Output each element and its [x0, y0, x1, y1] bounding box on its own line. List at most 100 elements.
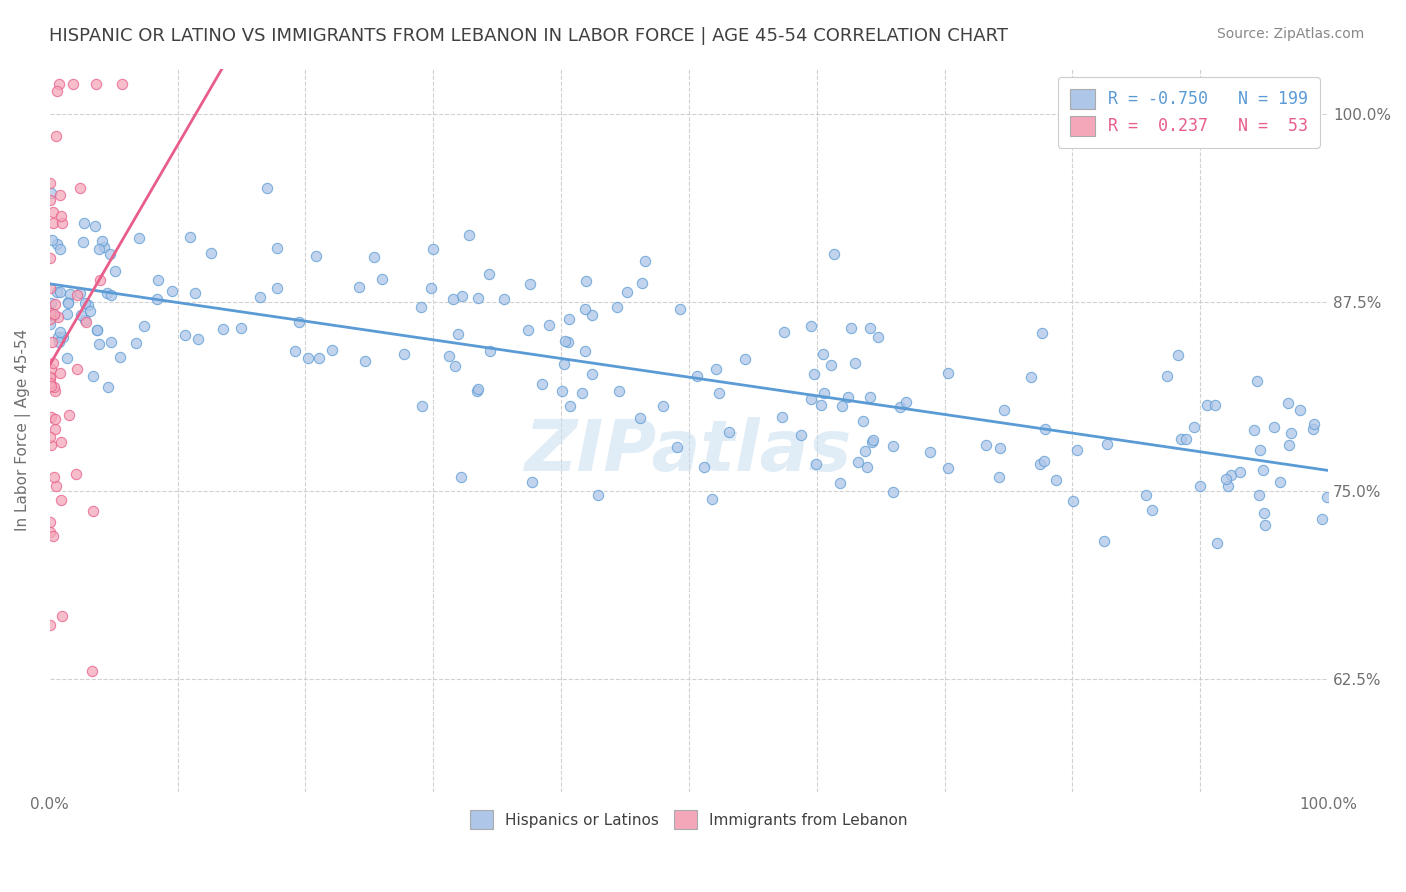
Point [800, 318, 823, 333]
Point [531, 376, 554, 391]
Point [83, 219, 105, 234]
Point [837, 390, 859, 404]
Point [1029, 458, 1052, 472]
Point [51, 435, 73, 450]
Point [537, 318, 560, 333]
Point [855, 459, 877, 474]
Point [420, 281, 443, 295]
Point [146, 293, 169, 307]
Point [69, 181, 91, 195]
Point [1205, 535, 1227, 549]
Point [634, 254, 657, 268]
Point [392, 347, 415, 361]
Point [457, 227, 479, 242]
Point [1246, 375, 1268, 389]
Point [39, 409, 62, 424]
Point [868, 329, 890, 343]
Point [441, 292, 464, 306]
Point [48, 330, 70, 344]
Point [256, 181, 278, 195]
Point [1263, 420, 1285, 434]
Point [1045, 473, 1067, 487]
Point [467, 291, 489, 305]
Point [305, 249, 328, 263]
Point [42, 529, 65, 543]
Point [174, 327, 197, 342]
Point [551, 384, 574, 398]
Point [97, 380, 120, 394]
Point [853, 444, 876, 458]
Point [494, 292, 516, 306]
Point [73, 216, 96, 230]
Point [616, 285, 638, 300]
Point [447, 326, 470, 341]
Point [229, 320, 252, 334]
Point [56, 351, 79, 366]
Point [93, 240, 115, 254]
Point [38, 618, 60, 632]
Point [862, 433, 884, 447]
Point [38, 306, 60, 320]
Point [48, 326, 70, 340]
Point [1218, 479, 1240, 493]
Point [125, 335, 148, 350]
Point [44, 296, 66, 310]
Point [39, 524, 62, 539]
Point [554, 334, 576, 348]
Point [443, 359, 465, 373]
Point [1277, 396, 1299, 410]
Point [187, 332, 209, 346]
Point [87, 336, 110, 351]
Point [896, 395, 918, 409]
Point [1197, 398, 1219, 412]
Point [1174, 433, 1197, 447]
Point [46, 285, 69, 299]
Point [1189, 479, 1212, 493]
Point [46, 84, 69, 98]
Point [859, 321, 882, 335]
Point [813, 386, 835, 401]
Point [79, 303, 101, 318]
Point [803, 368, 825, 382]
Point [882, 484, 904, 499]
Point [938, 460, 960, 475]
Point [66, 288, 89, 302]
Point [49, 209, 72, 223]
Point [1270, 475, 1292, 490]
Point [557, 334, 579, 349]
Point [42, 355, 65, 369]
Point [1031, 326, 1053, 340]
Point [516, 323, 538, 337]
Point [1095, 437, 1118, 451]
Point [38, 251, 60, 265]
Point [451, 289, 474, 303]
Point [586, 487, 609, 501]
Point [38, 515, 60, 529]
Point [1094, 534, 1116, 549]
Point [82, 504, 104, 518]
Point [839, 321, 862, 335]
Point [479, 344, 502, 359]
Point [38, 317, 60, 331]
Point [56, 295, 79, 310]
Point [1156, 369, 1178, 384]
Point [49, 493, 72, 508]
Point [707, 386, 730, 401]
Point [39, 371, 62, 385]
Point [860, 435, 883, 450]
Point [936, 366, 959, 380]
Point [846, 455, 869, 469]
Point [734, 352, 756, 367]
Point [1229, 465, 1251, 479]
Point [558, 399, 581, 413]
Point [830, 476, 852, 491]
Point [51, 609, 73, 624]
Point [160, 284, 183, 298]
Point [39, 186, 62, 201]
Point [1302, 417, 1324, 431]
Point [111, 77, 134, 91]
Point [811, 347, 834, 361]
Point [1066, 442, 1088, 457]
Point [987, 469, 1010, 483]
Point [39, 430, 62, 444]
